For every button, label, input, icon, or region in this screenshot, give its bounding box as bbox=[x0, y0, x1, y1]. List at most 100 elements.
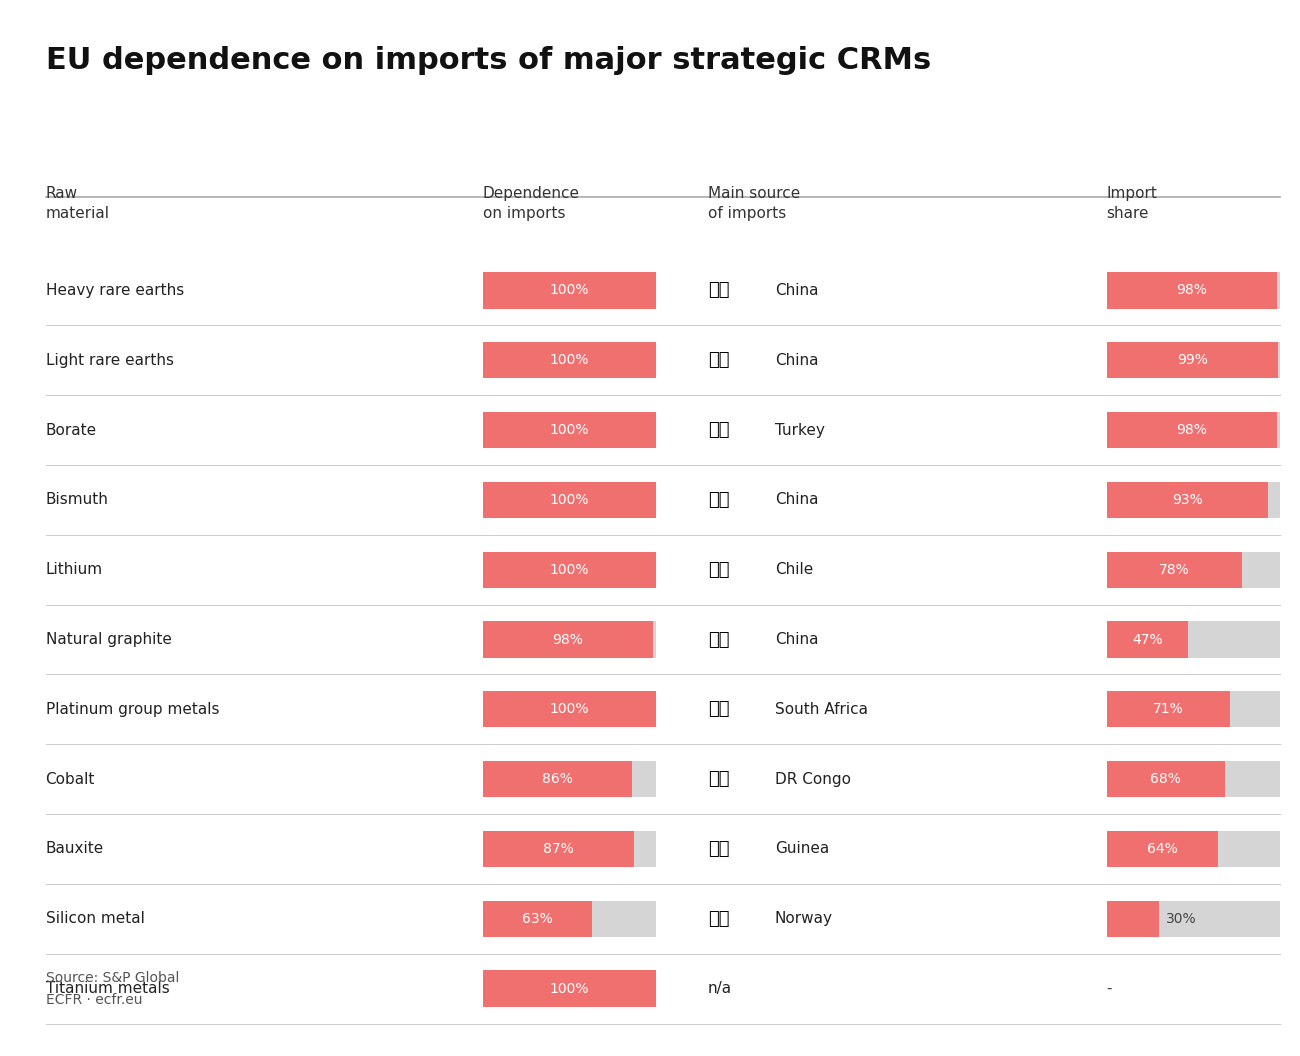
Text: Import
share: Import share bbox=[1106, 186, 1157, 221]
FancyBboxPatch shape bbox=[1106, 621, 1280, 658]
FancyBboxPatch shape bbox=[482, 970, 656, 1006]
Text: 98%: 98% bbox=[1176, 283, 1208, 298]
Text: 🇿🇦: 🇿🇦 bbox=[708, 700, 729, 718]
Text: 🇨🇳: 🇨🇳 bbox=[708, 352, 729, 370]
Text: Lithium: Lithium bbox=[46, 562, 103, 578]
FancyBboxPatch shape bbox=[482, 621, 656, 658]
Text: EU dependence on imports of major strategic CRMs: EU dependence on imports of major strate… bbox=[46, 45, 931, 75]
Text: Borate: Borate bbox=[46, 422, 96, 437]
FancyBboxPatch shape bbox=[482, 692, 656, 728]
Text: 93%: 93% bbox=[1171, 493, 1202, 507]
FancyBboxPatch shape bbox=[1106, 901, 1158, 937]
FancyBboxPatch shape bbox=[482, 412, 656, 448]
FancyBboxPatch shape bbox=[482, 272, 656, 308]
FancyBboxPatch shape bbox=[482, 412, 656, 448]
Text: 100%: 100% bbox=[550, 493, 589, 507]
Text: Bauxite: Bauxite bbox=[46, 842, 104, 856]
Text: China: China bbox=[775, 353, 818, 367]
FancyBboxPatch shape bbox=[1106, 692, 1280, 728]
FancyBboxPatch shape bbox=[1106, 482, 1268, 518]
FancyBboxPatch shape bbox=[482, 831, 634, 867]
FancyBboxPatch shape bbox=[482, 482, 656, 518]
Text: Bismuth: Bismuth bbox=[46, 492, 108, 507]
Text: China: China bbox=[775, 283, 818, 298]
Text: 100%: 100% bbox=[550, 423, 589, 437]
Text: 🇬🇳: 🇬🇳 bbox=[708, 840, 729, 857]
FancyBboxPatch shape bbox=[482, 970, 656, 1006]
Text: Dependence
on imports: Dependence on imports bbox=[482, 186, 580, 221]
Text: 30%: 30% bbox=[1166, 911, 1197, 926]
FancyBboxPatch shape bbox=[482, 901, 593, 937]
Text: 78%: 78% bbox=[1158, 563, 1190, 577]
FancyBboxPatch shape bbox=[482, 761, 656, 797]
FancyBboxPatch shape bbox=[1106, 621, 1188, 658]
Text: Raw
material: Raw material bbox=[46, 186, 109, 221]
FancyBboxPatch shape bbox=[1106, 412, 1280, 448]
Text: Main source
of imports: Main source of imports bbox=[708, 186, 800, 221]
FancyBboxPatch shape bbox=[1106, 342, 1280, 378]
Text: 71%: 71% bbox=[1153, 702, 1183, 716]
FancyBboxPatch shape bbox=[482, 342, 656, 378]
Text: 🇨🇳: 🇨🇳 bbox=[708, 281, 729, 300]
FancyBboxPatch shape bbox=[1106, 272, 1277, 308]
FancyBboxPatch shape bbox=[1106, 901, 1280, 937]
Text: DR Congo: DR Congo bbox=[775, 772, 850, 787]
Text: 100%: 100% bbox=[550, 283, 589, 298]
Text: 98%: 98% bbox=[1176, 423, 1208, 437]
FancyBboxPatch shape bbox=[482, 272, 656, 308]
FancyBboxPatch shape bbox=[1106, 831, 1218, 867]
Text: Guinea: Guinea bbox=[775, 842, 829, 856]
Text: Natural graphite: Natural graphite bbox=[46, 631, 172, 647]
Text: South Africa: South Africa bbox=[775, 702, 868, 717]
FancyBboxPatch shape bbox=[482, 342, 656, 378]
Text: -: - bbox=[1106, 981, 1112, 996]
Text: Cobalt: Cobalt bbox=[46, 772, 95, 787]
FancyBboxPatch shape bbox=[1106, 761, 1280, 797]
Text: 86%: 86% bbox=[542, 772, 573, 786]
Text: 47%: 47% bbox=[1132, 633, 1162, 646]
Text: 100%: 100% bbox=[550, 353, 589, 367]
Text: 98%: 98% bbox=[552, 633, 584, 646]
Text: 100%: 100% bbox=[550, 982, 589, 996]
Text: China: China bbox=[775, 631, 818, 647]
FancyBboxPatch shape bbox=[482, 831, 656, 867]
Text: 🇨🇩: 🇨🇩 bbox=[708, 770, 729, 788]
Text: 64%: 64% bbox=[1147, 842, 1178, 856]
Text: Light rare earths: Light rare earths bbox=[46, 353, 173, 367]
Text: 🇨🇱: 🇨🇱 bbox=[708, 561, 729, 579]
Text: Turkey: Turkey bbox=[775, 422, 824, 437]
Text: 100%: 100% bbox=[550, 563, 589, 577]
FancyBboxPatch shape bbox=[1106, 482, 1280, 518]
FancyBboxPatch shape bbox=[482, 551, 656, 588]
Text: Source: S&P Global
ECFR · ecfr.eu: Source: S&P Global ECFR · ecfr.eu bbox=[46, 970, 179, 1006]
FancyBboxPatch shape bbox=[482, 621, 653, 658]
FancyBboxPatch shape bbox=[1106, 831, 1280, 867]
Text: Chile: Chile bbox=[775, 562, 812, 578]
Text: Silicon metal: Silicon metal bbox=[46, 911, 144, 926]
Text: 100%: 100% bbox=[550, 702, 589, 716]
FancyBboxPatch shape bbox=[1106, 551, 1242, 588]
FancyBboxPatch shape bbox=[1106, 412, 1277, 448]
FancyBboxPatch shape bbox=[482, 551, 656, 588]
Text: 🇨🇳: 🇨🇳 bbox=[708, 630, 729, 648]
Text: Heavy rare earths: Heavy rare earths bbox=[46, 283, 183, 298]
FancyBboxPatch shape bbox=[1106, 272, 1280, 308]
FancyBboxPatch shape bbox=[1106, 692, 1230, 728]
Text: 87%: 87% bbox=[543, 842, 573, 856]
Text: 🇳🇴: 🇳🇴 bbox=[708, 910, 729, 928]
Text: Platinum group metals: Platinum group metals bbox=[46, 702, 218, 717]
FancyBboxPatch shape bbox=[1106, 761, 1225, 797]
FancyBboxPatch shape bbox=[1106, 342, 1278, 378]
FancyBboxPatch shape bbox=[482, 761, 632, 797]
FancyBboxPatch shape bbox=[482, 692, 656, 728]
Text: 🇹🇷: 🇹🇷 bbox=[708, 421, 729, 439]
Text: Titanium metals: Titanium metals bbox=[46, 981, 169, 996]
FancyBboxPatch shape bbox=[1106, 551, 1280, 588]
Text: n/a: n/a bbox=[708, 981, 732, 996]
Text: 99%: 99% bbox=[1176, 353, 1208, 367]
Text: 68%: 68% bbox=[1150, 772, 1180, 786]
Text: 🇨🇳: 🇨🇳 bbox=[708, 491, 729, 509]
Text: Norway: Norway bbox=[775, 911, 833, 926]
FancyBboxPatch shape bbox=[482, 901, 656, 937]
FancyBboxPatch shape bbox=[482, 482, 656, 518]
